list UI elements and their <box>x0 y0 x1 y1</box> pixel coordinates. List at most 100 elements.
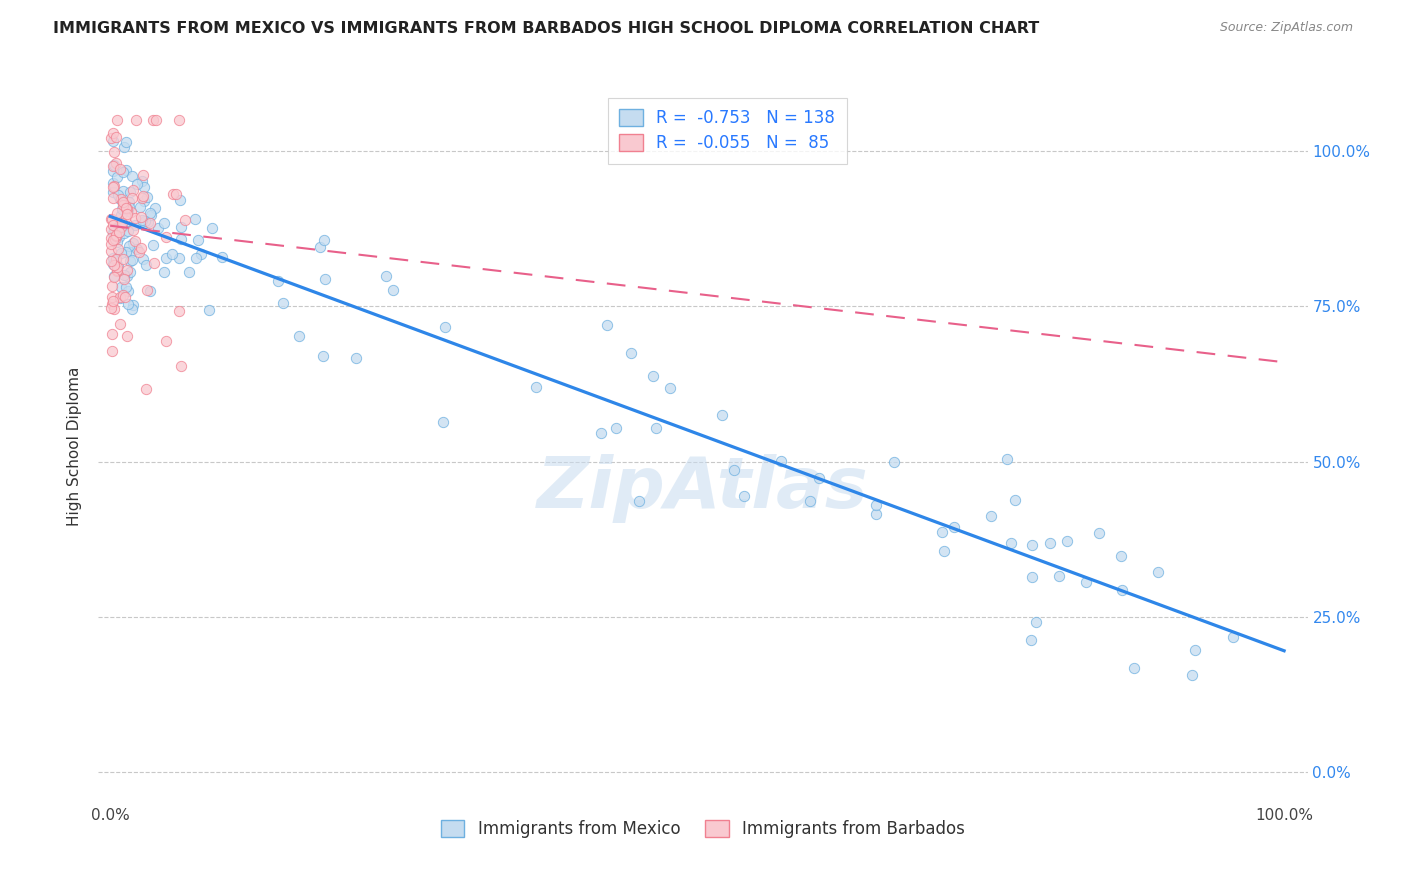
Point <box>111 288 134 302</box>
Point <box>1021 538 1043 552</box>
Point <box>100 237 122 252</box>
Point <box>267 274 290 288</box>
Point <box>124 211 146 225</box>
Point <box>1021 569 1043 583</box>
Point <box>117 296 139 310</box>
Point <box>169 251 191 265</box>
Point <box>115 269 138 284</box>
Point <box>152 265 174 279</box>
Point <box>121 252 143 267</box>
Point <box>167 113 190 128</box>
Point <box>103 222 125 236</box>
Point <box>101 164 124 178</box>
Point <box>103 268 125 283</box>
Point <box>107 188 129 202</box>
Point <box>139 284 162 298</box>
Point <box>108 162 131 177</box>
Text: ZipAtlas: ZipAtlas <box>537 454 869 524</box>
Text: Source: ZipAtlas.com: Source: ZipAtlas.com <box>1219 21 1353 35</box>
Point <box>1147 566 1170 580</box>
Point <box>799 494 821 508</box>
Point <box>105 113 128 128</box>
Point <box>131 173 153 187</box>
Point <box>1109 549 1132 563</box>
Point <box>1047 569 1070 583</box>
Point <box>190 247 212 261</box>
Point <box>1025 615 1047 629</box>
Point <box>100 212 122 227</box>
Point <box>943 520 966 534</box>
Point <box>105 235 128 249</box>
Point <box>100 244 122 258</box>
Point <box>128 244 150 259</box>
Point <box>312 349 335 363</box>
Point <box>118 265 141 279</box>
Point <box>733 489 755 503</box>
Point <box>107 260 129 275</box>
Point <box>122 298 145 312</box>
Point <box>314 271 336 285</box>
Point <box>658 381 681 395</box>
Point <box>100 212 122 227</box>
Point <box>117 284 139 298</box>
Text: IMMIGRANTS FROM MEXICO VS IMMIGRANTS FROM BARBADOS HIGH SCHOOL DIPLOMA CORRELATI: IMMIGRANTS FROM MEXICO VS IMMIGRANTS FRO… <box>53 21 1039 37</box>
Point <box>160 247 183 261</box>
Point <box>644 421 666 435</box>
Point <box>211 250 233 264</box>
Point <box>931 524 953 539</box>
Point <box>100 231 122 245</box>
Point <box>139 206 162 220</box>
Point <box>110 245 132 260</box>
Point <box>139 216 162 230</box>
Legend: Immigrants from Mexico, Immigrants from Barbados: Immigrants from Mexico, Immigrants from … <box>434 813 972 845</box>
Point <box>112 140 135 154</box>
Point <box>101 289 124 303</box>
Point <box>101 177 124 191</box>
Point <box>135 258 157 272</box>
Point <box>143 201 166 215</box>
Point <box>101 344 124 359</box>
Point <box>143 255 166 269</box>
Point <box>105 170 128 185</box>
Point <box>125 113 148 128</box>
Point <box>169 193 191 207</box>
Point <box>104 227 127 242</box>
Point <box>103 158 125 172</box>
Point <box>114 202 136 216</box>
Point <box>146 221 169 235</box>
Point <box>111 184 134 198</box>
Point <box>122 183 145 197</box>
Point <box>167 303 190 318</box>
Point <box>142 113 165 128</box>
Point <box>131 191 153 205</box>
Point <box>129 210 152 224</box>
Point <box>100 278 122 293</box>
Point <box>142 237 165 252</box>
Point <box>1056 533 1078 548</box>
Point <box>115 135 138 149</box>
Point <box>103 160 125 174</box>
Point <box>108 229 131 244</box>
Point <box>115 245 138 260</box>
Point <box>995 451 1018 466</box>
Point <box>170 219 193 234</box>
Point <box>865 499 887 513</box>
Point <box>105 252 128 266</box>
Point <box>770 453 793 467</box>
Point <box>271 296 294 310</box>
Point <box>101 251 124 265</box>
Point <box>1019 633 1042 648</box>
Point <box>115 262 138 277</box>
Point <box>186 251 208 265</box>
Point <box>197 303 219 318</box>
Point <box>132 180 155 194</box>
Point <box>177 265 200 279</box>
Point <box>723 463 745 477</box>
Point <box>1004 493 1026 508</box>
Point <box>382 283 405 297</box>
Point <box>105 252 128 266</box>
Point <box>111 202 134 216</box>
Point <box>1222 631 1244 645</box>
Point <box>170 359 193 374</box>
Point <box>121 236 143 251</box>
